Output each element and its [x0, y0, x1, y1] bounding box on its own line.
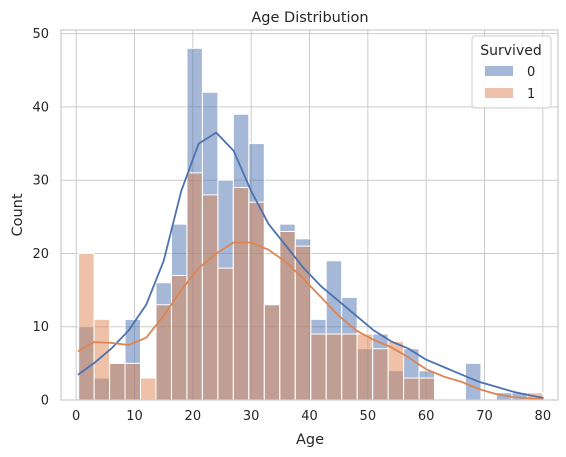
histogram-bar — [341, 333, 358, 401]
legend-label-0: 0 — [527, 65, 535, 80]
chart-title: Age Distribution — [251, 10, 368, 26]
histogram-bar — [248, 201, 265, 401]
x-tick-label: 30 — [243, 409, 260, 424]
histogram-bar — [201, 194, 219, 401]
legend-label-1: 1 — [527, 87, 535, 102]
y-tick-label: 10 — [32, 320, 49, 335]
kde-curves — [77, 131, 544, 401]
histogram-bar — [418, 377, 436, 401]
histogram-bar — [279, 230, 296, 401]
histogram-bar — [232, 187, 250, 401]
kde-line-0 — [77, 131, 544, 399]
histogram-bar — [78, 252, 95, 401]
y-axis-label: Count — [10, 193, 26, 236]
x-tick-label: 40 — [301, 409, 318, 424]
histogram-bar — [93, 318, 111, 401]
x-tick-label: 60 — [418, 409, 435, 424]
histogram-bar — [263, 304, 281, 401]
x-axis-label: Age — [296, 432, 324, 448]
histogram-bar — [186, 172, 203, 401]
x-tick-label: 70 — [476, 409, 493, 424]
legend: Survived 0 1 — [471, 35, 552, 109]
histogram-bar — [124, 362, 142, 401]
y-tick-label: 40 — [32, 100, 49, 115]
x-tick-label: 0 — [72, 409, 80, 424]
histogram-bar — [325, 333, 343, 401]
histogram-bar — [294, 245, 312, 401]
histogram-bar — [403, 377, 420, 401]
x-axis-ticks: 0 10 20 30 40 50 60 70 80 — [72, 409, 551, 424]
x-tick-label: 20 — [185, 409, 202, 424]
y-tick-label: 30 — [32, 174, 49, 189]
x-tick-label: 50 — [360, 409, 377, 424]
histogram-bar — [310, 333, 327, 401]
kde-line-1 — [77, 241, 544, 401]
histogram-bar — [155, 304, 172, 401]
x-tick-label: 80 — [535, 409, 552, 424]
histogram-bar — [109, 362, 126, 401]
plot-frame — [60, 29, 559, 401]
legend-swatch-0 — [485, 66, 513, 76]
histogram-bar — [356, 333, 374, 401]
y-tick-label: 0 — [41, 394, 49, 409]
histogram-bar — [140, 377, 157, 401]
y-axis-ticks: 0 10 20 30 40 50 — [32, 27, 49, 408]
histogram-bar — [217, 267, 234, 401]
histogram-bar — [372, 348, 389, 401]
legend-swatch-1 — [485, 88, 513, 98]
x-tick-label: 10 — [126, 409, 143, 424]
y-tick-label: 50 — [32, 27, 49, 42]
legend-title: Survived — [480, 43, 541, 59]
y-tick-label: 20 — [32, 247, 49, 262]
